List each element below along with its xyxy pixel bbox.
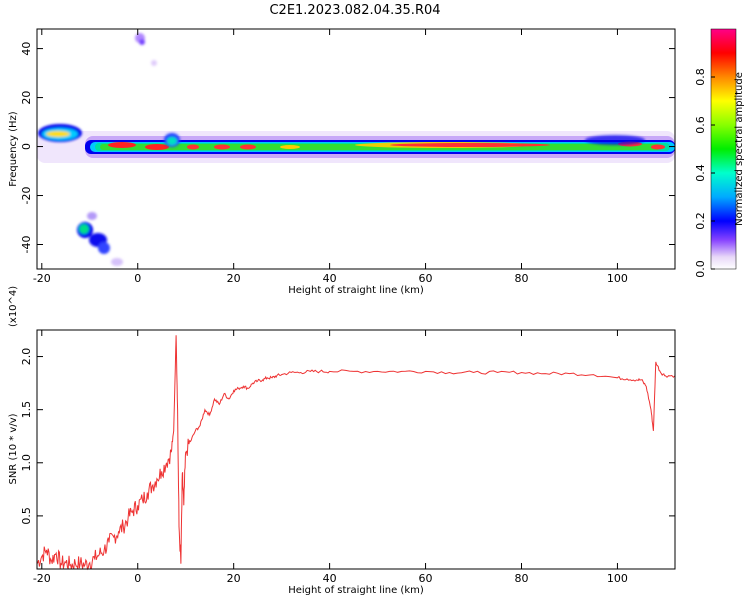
spectrogram-x-tick-label: 60 [419,272,433,285]
spectrogram-x-tick-label: 20 [227,272,241,285]
colorbar-tick-label: 0.2 [694,212,707,230]
spectrogram-x-tick-label: 40 [323,272,337,285]
snr-x-tick-label: 40 [323,572,337,585]
snr-y-tick-label: 2.0 [20,348,33,366]
snr-y-multiplier: (x10^4) [8,286,19,327]
snr-x-tick-label: 20 [227,572,241,585]
spectrogram-x-tick-label: 80 [514,272,528,285]
snr-x-tick-label: 0 [134,572,141,585]
spectrogram-y-tick-label: -20 [20,187,33,205]
snr-x-tick-label: -20 [33,572,51,585]
snr-x-tick-label: 100 [607,572,628,585]
spectrogram-y-ticks: 40 20 0 -20 -40 [20,42,675,254]
spectrogram-x-tick-label: -20 [33,272,51,285]
spectrogram-y-label: Frequency (Hz) [8,111,19,187]
snr-y-tick-label: 0.5 [20,507,33,525]
snr-panel: -20 0 20 40 60 80 100 0.5 1.0 1.5 2.0 Height of s… [8,286,676,596]
snr-x-label: Height of straight line (km) [288,585,424,596]
spectrogram-y-tick-label: -40 [20,236,33,254]
snr-x-ticks: -20 0 20 40 60 80 100 [33,330,628,585]
snr-y-label: SNR (10 * v/v) [8,413,19,484]
snr-x-tick-label: 60 [419,572,433,585]
spectrogram-panel: -20 0 20 40 60 80 100 40 20 0 -20 -40 Height of st… [8,28,676,296]
spectrogram-y-tick-label: 20 [20,91,33,105]
colorbar-tick-label: 0.8 [694,68,707,86]
spectrogram-image [37,33,675,266]
colorbar-tick-label: 0.6 [694,116,707,134]
spectrogram-y-tick-label: 40 [20,42,33,56]
colorbar-label: Normalized spectral amplitude [734,72,745,226]
spectrogram-x-ticks: -20 0 20 40 60 80 100 [33,29,628,285]
snr-y-ticks: 0.5 1.0 1.5 2.0 [20,348,675,525]
colorbar-gradient [710,28,737,270]
colorbar-tick-label: 0.0 [694,260,707,278]
snr-y-tick-label: 1.0 [20,454,33,472]
colorbar-ticks: 0.0 0.2 0.4 0.6 0.8 [694,68,715,278]
snr-y-tick-label: 1.5 [20,401,33,419]
chart-title: C2E1.2023.082.04.35.R04 [269,3,440,18]
snr-frame [36,329,676,570]
snr-x-tick-label: 80 [514,572,528,585]
colorbar-tick-label: 0.4 [694,164,707,182]
spectrogram-x-tick-label: 0 [134,272,141,285]
snr-series-line [36,335,676,571]
spectrogram-x-tick-label: 100 [607,272,628,285]
spectrogram-y-tick-label: 0 [20,143,33,150]
spectrogram-x-label: Height of straight line (km) [288,285,424,296]
colorbar: 0.0 0.2 0.4 0.6 0.8 Normalized spectral ampl… [694,28,745,278]
spectrogram-frame [36,28,676,270]
